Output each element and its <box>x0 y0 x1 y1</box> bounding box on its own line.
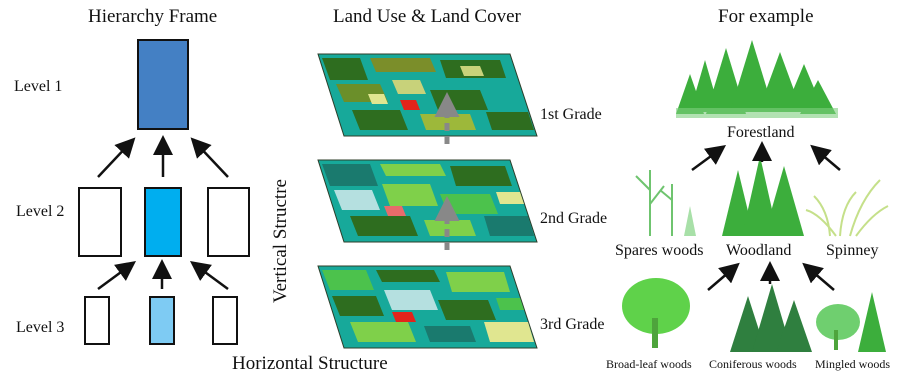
horizontal-structure-label: Horizontal Structure <box>232 353 388 374</box>
level-2-box-right <box>207 187 250 257</box>
woodland-tree-icon <box>722 156 804 236</box>
grade-1-label: 1st Grade <box>540 106 602 123</box>
spinney-label: Spinney <box>826 242 879 259</box>
level-2-box-left <box>78 187 122 257</box>
level-3-label: Level 3 <box>16 319 65 336</box>
level-1-box <box>137 39 189 130</box>
vertical-structure-label: Vertical Structre <box>270 179 291 303</box>
level-2-box-center <box>144 187 182 257</box>
land-use-title: Land Use & Land Cover <box>333 6 521 27</box>
spares-woods-label: Spares woods <box>615 242 704 259</box>
woodland-label: Woodland <box>726 242 792 259</box>
map-2nd-grade <box>317 159 538 243</box>
level-3-box-left <box>84 296 110 345</box>
mingled-woods-tree-icon <box>816 292 886 352</box>
level-2-label: Level 2 <box>16 203 65 220</box>
mingled-woods-label: Mingled woods <box>815 357 890 371</box>
right-panel-arrows <box>691 141 841 291</box>
coniferous-woods-label: Coniferous woods <box>709 357 797 371</box>
level-1-label: Level 1 <box>14 78 63 95</box>
grade-2-label: 2nd Grade <box>540 210 608 227</box>
map-1st-grade <box>317 53 538 137</box>
broad-leaf-woods-tree-icon <box>622 278 690 348</box>
coniferous-woods-tree-icon <box>730 284 812 352</box>
arrows-l2-l1 <box>97 135 229 178</box>
grade-3-label: 3rd Grade <box>540 316 605 333</box>
level-3-box-center <box>149 296 175 345</box>
level-3-box-right <box>212 296 238 345</box>
for-example-title: For example <box>718 6 814 27</box>
hierarchy-frame-title: Hierarchy Frame <box>88 6 218 27</box>
spares-woods-tree-icon <box>635 170 696 236</box>
spinney-tree-icon <box>805 179 889 237</box>
forestland-tree-icon <box>676 40 838 118</box>
arrows-l3-l2 <box>97 259 229 291</box>
map-3rd-grade <box>317 265 538 349</box>
broad-leaf-woods-label: Broad-leaf woods <box>606 357 692 371</box>
forestland-label: Forestland <box>727 124 795 141</box>
